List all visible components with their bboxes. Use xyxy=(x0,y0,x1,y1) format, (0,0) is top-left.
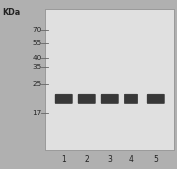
Text: 1: 1 xyxy=(61,155,66,164)
Text: 4: 4 xyxy=(129,155,133,164)
Text: KDa: KDa xyxy=(2,8,20,17)
Text: 5: 5 xyxy=(153,155,158,164)
Text: 55: 55 xyxy=(32,40,42,46)
Text: 3: 3 xyxy=(107,155,112,164)
Text: 2: 2 xyxy=(84,155,89,164)
Text: 70: 70 xyxy=(32,27,42,33)
Text: 25: 25 xyxy=(32,81,42,87)
Text: 40: 40 xyxy=(32,55,42,61)
Text: 17: 17 xyxy=(32,110,42,116)
Text: 35: 35 xyxy=(32,64,42,70)
